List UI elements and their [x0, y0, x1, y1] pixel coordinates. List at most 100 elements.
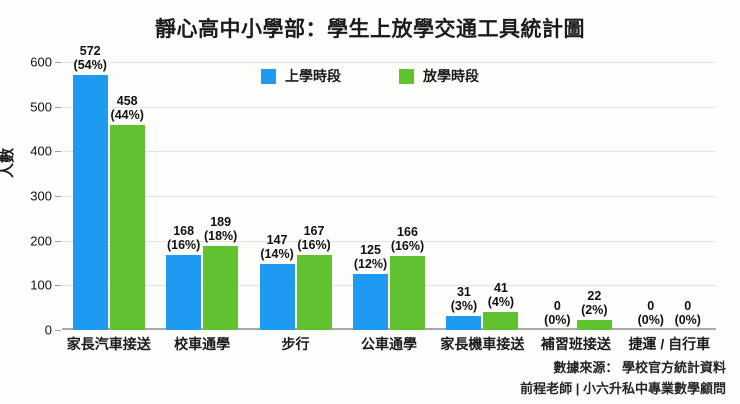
y-axis-tick-label: 500 — [30, 99, 52, 115]
bar-value-number: 22 — [587, 289, 602, 304]
bar-value-label: 147 (14%) — [247, 233, 307, 261]
x-axis-tick-label: 補習班接送 — [540, 336, 611, 352]
footer-source: 數據來源： 學校官方統計資料 — [553, 360, 726, 375]
gridline — [62, 62, 716, 63]
bar-0[interactable] — [72, 74, 108, 330]
bar-value-percent: (14%) — [260, 247, 294, 262]
bar-1[interactable] — [483, 311, 519, 330]
bar-value-label: 168 (16%) — [154, 224, 214, 252]
bar-group: 168 (16%) 189 (18%) — [155, 62, 248, 330]
bars-layer: 572 (54%) 458 (44%) 168 (16%) 189 (18%) 147 (14%)… — [62, 44, 716, 330]
bar-value-percent: (0%) — [544, 313, 571, 327]
gridline — [62, 106, 716, 108]
bar-value-number: 41 — [493, 280, 508, 295]
bar-value-label: 458 (44%) — [97, 94, 157, 122]
x-axis-tick-label: 步行 — [281, 336, 310, 352]
x-axis-tick-label: 家長汽車接送 — [66, 336, 151, 352]
legend-label: 放學時段 — [423, 68, 479, 84]
chart-legend: 上學時段 放學時段 — [0, 66, 740, 86]
bar-group: 31 (3%) 41 (4%) — [436, 62, 529, 330]
gridline — [62, 240, 716, 242]
footer-credit: 前程老師 | 小六升私中專業數學顧問 — [520, 381, 726, 396]
legend-swatch-icon — [261, 68, 276, 84]
x-axis-labels: 家長汽車接送 校車通學 步行 公車通學 家長機車接送 補習班接送 捷運 / 自行車 — [62, 334, 716, 358]
bar-1[interactable] — [389, 255, 425, 330]
y-axis-tick-mark — [55, 106, 61, 108]
gridline — [62, 196, 716, 197]
y-axis-tick-mark — [55, 196, 61, 197]
bar-1[interactable] — [576, 320, 612, 330]
bar-value-number: 167 — [303, 224, 325, 239]
bar-value-percent: (18%) — [203, 228, 238, 243]
y-axis-tick-mark — [55, 151, 61, 153]
bar-value-label: 0 (0%) — [527, 299, 587, 327]
bar-value-label: 0 (0%) — [658, 299, 718, 327]
bar-value-label: 22 (2%) — [564, 289, 624, 317]
bar-1[interactable] — [203, 245, 239, 330]
y-axis-tick-mark — [55, 62, 61, 63]
bar-0[interactable] — [446, 316, 482, 330]
bar-value-percent: (54%) — [73, 57, 107, 72]
bar-value-label: 125 (12%) — [341, 243, 401, 271]
bar-group: 572 (54%) 458 (44%) — [62, 44, 157, 330]
bar-value-label: 166 (16%) — [377, 225, 437, 253]
bar-value-percent: (12%) — [353, 257, 388, 272]
x-axis-tick-label: 捷運 / 自行車 — [628, 336, 711, 352]
bar-value-percent: (3%) — [450, 299, 478, 314]
bar-value-percent: (4%) — [487, 294, 515, 309]
bar-group: 147 (14%) 167 (16%) — [249, 62, 342, 330]
bar-value-percent: (16%) — [390, 238, 425, 253]
y-axis-tick-mark — [55, 330, 61, 331]
y-axis-tick-mark — [55, 240, 61, 242]
bar-value-label: 572 (54%) — [60, 44, 120, 72]
y-axis-tick-mark — [55, 285, 61, 287]
bar-value-number: 572 — [79, 43, 101, 58]
bar-value-number: 147 — [266, 233, 288, 248]
bar-value-number: 31 — [456, 285, 471, 300]
bar-value-percent: (0%) — [674, 313, 701, 327]
bar-1[interactable] — [296, 255, 332, 330]
bar-value-number: 125 — [360, 243, 381, 258]
gridline — [62, 151, 716, 153]
chart-footer: 數據來源： 學校官方統計資料 前程老師 | 小六升私中專業數學顧問 — [520, 357, 726, 399]
bar-value-percent: (0%) — [637, 313, 664, 327]
bar-value-number: 168 — [173, 223, 195, 238]
bar-value-label: 31 (3%) — [434, 285, 494, 313]
bar-value-number: 0 — [647, 299, 655, 313]
bar-value-number: 458 — [116, 94, 138, 109]
gridline — [62, 285, 716, 287]
bar-group: 125 (12%) 166 (16%) — [342, 62, 435, 330]
x-axis-tick-label: 校車通學 — [174, 336, 231, 352]
bar-group: 0 (0%) 22 (2%) — [529, 62, 622, 330]
bar-value-number: 0 — [684, 299, 692, 313]
bar-1[interactable] — [109, 125, 145, 330]
bar-0[interactable] — [352, 274, 388, 330]
bar-value-percent: (16%) — [166, 237, 201, 252]
y-axis-tick-label: 300 — [30, 188, 52, 204]
bar-0[interactable] — [259, 264, 295, 330]
bar-value-number: 166 — [397, 224, 418, 239]
bar-value-number: 0 — [553, 299, 561, 313]
bar-group: 0 (0%) 0 (0%) — [623, 62, 716, 330]
legend-item-series-0: 上學時段 — [261, 66, 341, 86]
y-axis-tick-label: 600 — [30, 54, 52, 70]
bar-0[interactable] — [166, 254, 202, 330]
bar-value-label: 0 (0%) — [621, 299, 681, 327]
bar-value-number: 189 — [210, 214, 232, 229]
plot-area — [62, 62, 716, 330]
bar-value-percent: (2%) — [581, 303, 608, 318]
x-axis-tick-label: 公車通學 — [360, 336, 417, 352]
bar-value-label: 41 (4%) — [471, 281, 531, 309]
y-axis-tick-label: 400 — [30, 143, 52, 159]
chart-title: 靜心高中小學部：學生上放學交通工具統計圖 — [155, 18, 585, 41]
x-axis-tick-label: 家長機車接送 — [440, 336, 525, 352]
bar-value-label: 167 (16%) — [284, 224, 344, 252]
bar-value-percent: (16%) — [297, 238, 331, 253]
bar-value-label: 189 (18%) — [191, 215, 251, 243]
legend-item-series-1: 放學時段 — [399, 66, 479, 86]
y-axis-tick-label: 0 — [44, 322, 52, 338]
bar-value-percent: (44%) — [110, 108, 144, 123]
y-axis-tick-label: 100 — [30, 277, 52, 293]
y-axis-title: 人數 — [0, 147, 16, 178]
x-axis-line — [62, 328, 716, 330]
